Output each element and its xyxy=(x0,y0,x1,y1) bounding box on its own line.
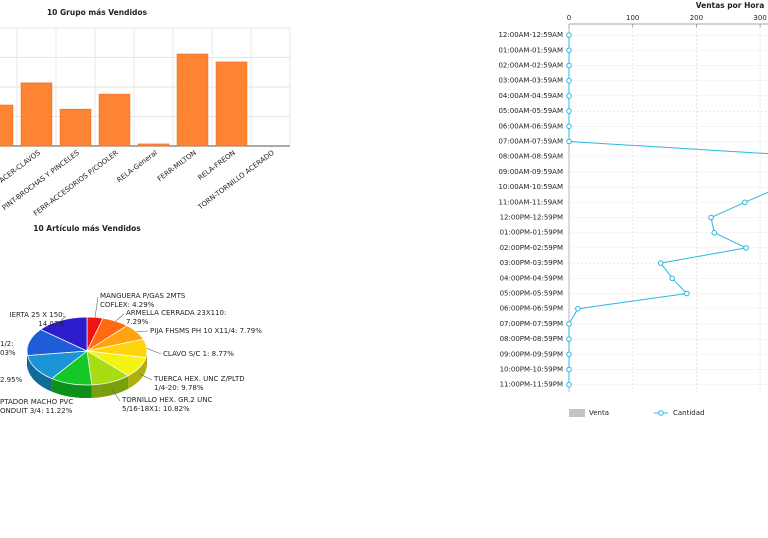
slice-side-shade xyxy=(27,355,52,392)
point xyxy=(566,123,572,130)
y-tick-label: 11:00AM-11:59AM xyxy=(498,198,563,206)
slice-label: MANGUERA P/GAS 2MTS COFLEX: 4.29% xyxy=(100,292,186,309)
bar xyxy=(215,61,248,147)
bar xyxy=(20,82,53,147)
slice-label: PTADOR MACHO PVC ONDUIT 3/4: 11.22% xyxy=(0,398,74,415)
bar-title: 10 Grupo más Vendidos xyxy=(47,8,148,17)
legend-swatch xyxy=(569,409,585,417)
y-tick-label: 04:00AM-04:59AM xyxy=(498,92,563,100)
legend-marker xyxy=(658,410,664,416)
slice-label: CLAVO S/C 1: 8.77% xyxy=(163,350,234,358)
slice-label: PIJA FHSMS PH 10 X11/4: 7.79% xyxy=(150,327,262,335)
point xyxy=(566,108,572,114)
point xyxy=(566,47,572,54)
point xyxy=(566,62,572,69)
point xyxy=(708,214,714,221)
y-tick-label: 07:00PM-07:59PM xyxy=(500,320,563,328)
y-tick-label: 09:00PM-09:59PM xyxy=(500,350,563,358)
line-title: Ventas por Hora xyxy=(696,1,765,10)
point xyxy=(684,290,690,297)
x-tick-label: RELA-General xyxy=(115,149,158,185)
y-tick-label: 01:00AM-01:59AM xyxy=(498,46,563,54)
y-tick-label: 01:00PM-01:59PM xyxy=(500,229,563,237)
bar xyxy=(59,108,92,147)
slice-side xyxy=(91,375,129,398)
y-tick-label: 03:00PM-03:59PM xyxy=(500,259,563,267)
slice-side-shade xyxy=(51,378,92,398)
y-tick-label: 02:00AM-02:59AM xyxy=(498,62,563,70)
x-tick-label: 100 xyxy=(626,14,639,22)
y-tick-label: 02:00PM-02:59PM xyxy=(500,244,563,252)
slice-side xyxy=(27,355,52,392)
slice-label: 2.95% xyxy=(0,376,23,384)
x-tick-label: 200 xyxy=(690,14,703,22)
y-tick-label: 12:00PM-12:59PM xyxy=(500,214,563,222)
series-line xyxy=(568,35,768,385)
leader-line xyxy=(139,373,153,381)
leader-line xyxy=(61,315,67,321)
point xyxy=(566,351,572,358)
y-tick-label: 05:00AM-05:59AM xyxy=(498,107,563,115)
x-tick-label: FERR-ACCESORIOS P/COOLER xyxy=(32,149,120,218)
slice-label: TUERCA HEX. UNC Z/PLTD 1/4-20: 9.78% xyxy=(154,375,245,392)
leader-line xyxy=(115,313,125,322)
point xyxy=(742,199,748,206)
slice-label: ARMELLA CERRADA 23X110: 7.29% xyxy=(126,309,227,326)
bar xyxy=(0,104,14,147)
point xyxy=(566,138,572,145)
point xyxy=(566,366,572,373)
point xyxy=(566,321,572,327)
leader-line xyxy=(146,348,162,355)
y-tick-label: 09:00AM-09:59AM xyxy=(498,168,563,176)
y-tick-label: 12:00AM-12:59AM xyxy=(498,31,563,39)
slice-label: TORNILLO HEX. GR.2 UNC 5/16-18X1: 10.82% xyxy=(122,396,213,413)
slice xyxy=(39,316,88,352)
y-tick-label: 10:00PM-10:59PM xyxy=(500,366,563,374)
slice-side xyxy=(51,378,92,398)
y-tick-label: 08:00AM-08:59AM xyxy=(498,153,563,161)
y-tick-label: 08:00PM-08:59PM xyxy=(500,335,563,343)
leader-line xyxy=(111,388,121,402)
y-tick-label: 05:00PM-05:59PM xyxy=(500,290,563,298)
x-tick-label: 300 xyxy=(753,14,766,22)
slice-label: IERTA 25 X 150: 14.07% xyxy=(9,311,65,328)
leader-line xyxy=(94,296,99,318)
point xyxy=(566,93,572,99)
bar xyxy=(137,143,170,147)
point xyxy=(575,305,581,312)
bar xyxy=(98,93,131,147)
point xyxy=(566,336,572,342)
x-tick-label: TORN-TORNILLO ACERADO xyxy=(196,149,276,212)
y-tick-label: 06:00AM-06:59AM xyxy=(498,122,563,130)
slice-label: 1/2: 03% xyxy=(0,340,16,357)
point xyxy=(566,381,572,388)
x-tick-label: 0 xyxy=(567,14,571,22)
y-tick-label: 11:00PM-11:59PM xyxy=(500,381,563,389)
slice-side-shade xyxy=(91,375,129,398)
y-tick-label: 04:00PM-04:59PM xyxy=(500,274,563,282)
point xyxy=(566,32,572,38)
y-tick-label: 06:00PM-06:59PM xyxy=(500,305,563,313)
x-tick-label: PINT-BROCHAS Y PINCELES xyxy=(1,148,82,211)
point xyxy=(566,77,572,84)
point xyxy=(669,275,675,282)
bar xyxy=(176,53,209,147)
legend-label[interactable]: Venta xyxy=(589,409,609,417)
point xyxy=(657,260,664,266)
x-tick-label: RELA-FREON xyxy=(196,149,236,182)
y-tick-label: 10:00AM-10:59AM xyxy=(498,183,563,191)
pie-title: 10 Artículo más Vendidos xyxy=(33,224,141,233)
point xyxy=(743,245,749,251)
point xyxy=(711,229,718,236)
y-tick-label: 07:00AM-07:59AM xyxy=(498,138,563,146)
leader-line xyxy=(136,330,149,333)
x-tick-label: FERR-MILTON xyxy=(156,149,198,183)
y-tick-label: 03:00AM-03:59AM xyxy=(498,77,563,85)
legend-label[interactable]: Cantidad xyxy=(673,409,704,417)
